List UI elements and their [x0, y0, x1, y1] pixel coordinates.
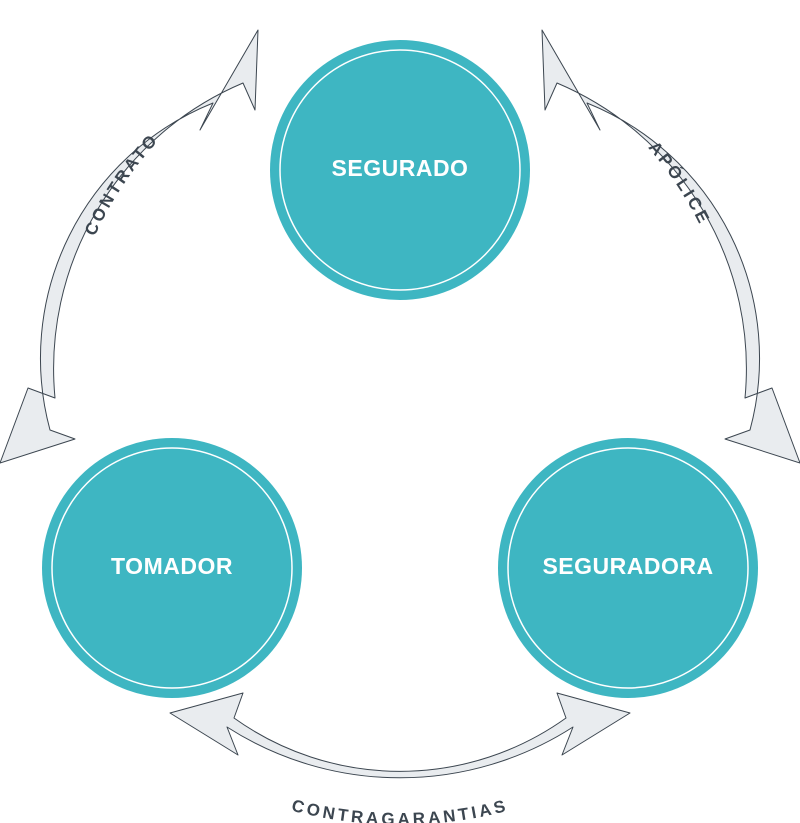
node-label-tomador: TOMADOR — [111, 553, 233, 579]
edge-label-contragarantias: CONTRAGARANTIAS — [290, 796, 511, 823]
node-seguradora: SEGURADORA — [498, 438, 758, 698]
node-segurado: SEGURADO — [270, 40, 530, 300]
node-label-segurado: SEGURADO — [332, 155, 469, 181]
node-tomador: TOMADOR — [42, 438, 302, 698]
node-label-seguradora: SEGURADORA — [542, 553, 713, 579]
arrow-apolice — [542, 30, 800, 463]
arrow-contrato — [0, 30, 258, 463]
edge-label-apolice: APÓLICE — [644, 138, 713, 229]
edge-label-contrato: CONTRATO — [81, 130, 162, 239]
arrow-contragarantias — [170, 693, 630, 778]
cycle-diagram: CONTRATO APÓLICE CONTRAGARANTIAS SEGURAD… — [0, 0, 800, 823]
